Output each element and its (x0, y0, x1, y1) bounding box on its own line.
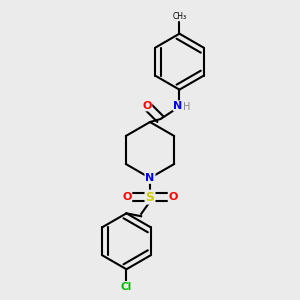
Text: O: O (142, 101, 152, 111)
Text: H: H (183, 102, 190, 112)
Text: N: N (173, 101, 183, 111)
Text: Cl: Cl (121, 283, 132, 292)
Text: O: O (168, 192, 178, 202)
Text: CH₃: CH₃ (172, 12, 187, 21)
Text: S: S (146, 190, 154, 204)
Text: N: N (146, 173, 154, 183)
Text: O: O (122, 192, 132, 202)
